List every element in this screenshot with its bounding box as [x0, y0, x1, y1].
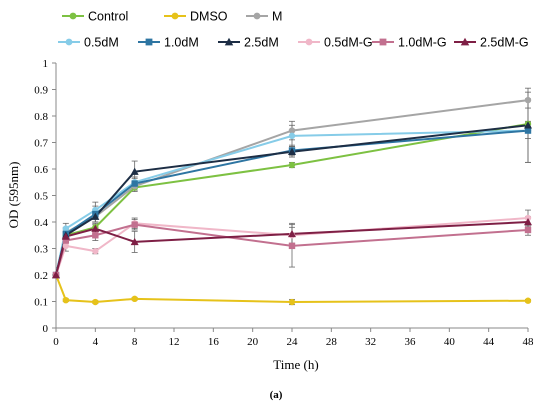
- legend-item-2-5dm: 2.5dM: [218, 36, 279, 50]
- series-line-dmso: [55, 274, 529, 304]
- y-tick-label: 0.7: [34, 138, 48, 150]
- point-1-0dm-g: [524, 226, 532, 234]
- y-tick-label: 0.6: [34, 164, 48, 176]
- point-2-5dm: [524, 121, 532, 129]
- legend-item-2-5dm-g: 2.5dM-G: [454, 36, 529, 50]
- point-0-5dm: [62, 225, 70, 232]
- legend-item-0-5dm-g: 0.5dM-G: [298, 36, 373, 50]
- point-2-5dm-g: [524, 218, 532, 226]
- point-2-5dm: [288, 147, 296, 155]
- legend: Control DMSO M 0.5dM 1.0dM 2.5dM 0.5dM-G 1.0dM-…: [58, 10, 529, 50]
- legend-swatch-marker: [379, 38, 387, 46]
- y-tick-label: 0.2: [34, 270, 48, 282]
- legend-label: 1.0dM-G: [398, 36, 447, 50]
- point-control: [288, 161, 296, 169]
- legend-label: M: [272, 10, 282, 24]
- point-0-5dm: [288, 132, 296, 140]
- point-dmso: [92, 298, 99, 306]
- y-tick-label: 0.1: [34, 297, 48, 309]
- point-2-5dm-g: [130, 237, 139, 246]
- legend-swatch-marker: [145, 38, 153, 46]
- point-1-0dm-g: [92, 232, 99, 239]
- point-2-5dm-g: [52, 271, 60, 279]
- x-tick-label: 16: [208, 336, 220, 348]
- y-tick-label: 0.8: [34, 111, 48, 123]
- point-1-0dm-g: [131, 221, 138, 228]
- legend-swatch-marker: [224, 37, 234, 46]
- point-dmso: [62, 296, 70, 304]
- y-tick-label: 0.9: [34, 85, 48, 97]
- x-tick-label: 0: [53, 336, 59, 348]
- legend-label: 2.5dM-G: [480, 36, 529, 50]
- figure-caption: (a): [270, 389, 283, 401]
- x-tick-label: 4: [93, 336, 99, 348]
- point-2-5dm: [130, 167, 139, 175]
- point-dmso: [524, 297, 532, 304]
- point-2-5dm-g: [288, 229, 296, 238]
- point-1-0dm: [524, 127, 532, 134]
- x-tick-label: 8: [132, 336, 138, 348]
- legend-swatch-marker: [460, 37, 470, 46]
- legend-label: 0.5dM-G: [324, 36, 373, 50]
- legend-label: DMSO: [190, 10, 228, 24]
- point-2-5dm-g: [91, 224, 100, 232]
- legend-label: 1.0dM: [164, 36, 199, 50]
- y-tick-label: 0.5: [34, 191, 48, 203]
- point-dmso: [288, 298, 296, 306]
- legend-item-0-5dm: 0.5dM: [58, 36, 119, 50]
- axes: 00.10.20.30.40.50.60.70.80.910 4 8 12 16 20 24…: [34, 58, 534, 348]
- x-tick-label: 36: [405, 336, 417, 348]
- legend-swatch-marker: [69, 12, 77, 20]
- y-tick-label: 0.3: [34, 244, 48, 256]
- point-1-0dm: [131, 180, 138, 187]
- y-tick-label: 0.4: [34, 217, 48, 229]
- point-dmso: [131, 295, 138, 303]
- point-0-5dm-g: [62, 242, 70, 250]
- x-tick-label: 12: [169, 336, 180, 348]
- x-tick-label: 20: [247, 336, 259, 348]
- legend-swatch-marker: [171, 12, 179, 20]
- x-axis-title: Time (h): [273, 357, 318, 372]
- legend-swatch-marker: [65, 38, 73, 46]
- y-axis-title: OD (595nm): [6, 162, 21, 229]
- legend-item-1-0dm-g: 1.0dM-G: [372, 36, 447, 50]
- x-tick-label: 32: [365, 336, 376, 348]
- y-tick-label: 1: [43, 58, 49, 70]
- legend-item-dmso: DMSO: [164, 10, 228, 24]
- series-markers: [52, 96, 532, 306]
- legend-swatch-marker: [305, 38, 313, 46]
- legend-label: Control: [88, 10, 128, 24]
- point-0-5dm-g: [92, 247, 99, 255]
- x-tick-label: 44: [483, 336, 495, 348]
- legend-item-m: M: [246, 10, 282, 24]
- legend-swatch-marker: [253, 12, 261, 20]
- y-tick-label: 0: [43, 323, 49, 335]
- point-1-0dm-g: [62, 237, 70, 244]
- legend-label: 0.5dM: [84, 36, 119, 50]
- point-m: [288, 127, 296, 134]
- point-m: [524, 96, 532, 104]
- point-2-5dm-g: [61, 232, 70, 240]
- point-1-0dm-g: [288, 242, 296, 250]
- legend-item-control: Control: [62, 10, 128, 24]
- point-2-5dm: [91, 212, 100, 220]
- legend-item-1-0dm: 1.0dM: [138, 36, 199, 50]
- x-tick-label: 24: [287, 336, 299, 348]
- x-tick-label: 40: [444, 336, 456, 348]
- legend-label: 2.5dM: [244, 36, 279, 50]
- x-tick-label: 48: [523, 336, 535, 348]
- x-tick-label: 28: [326, 336, 338, 348]
